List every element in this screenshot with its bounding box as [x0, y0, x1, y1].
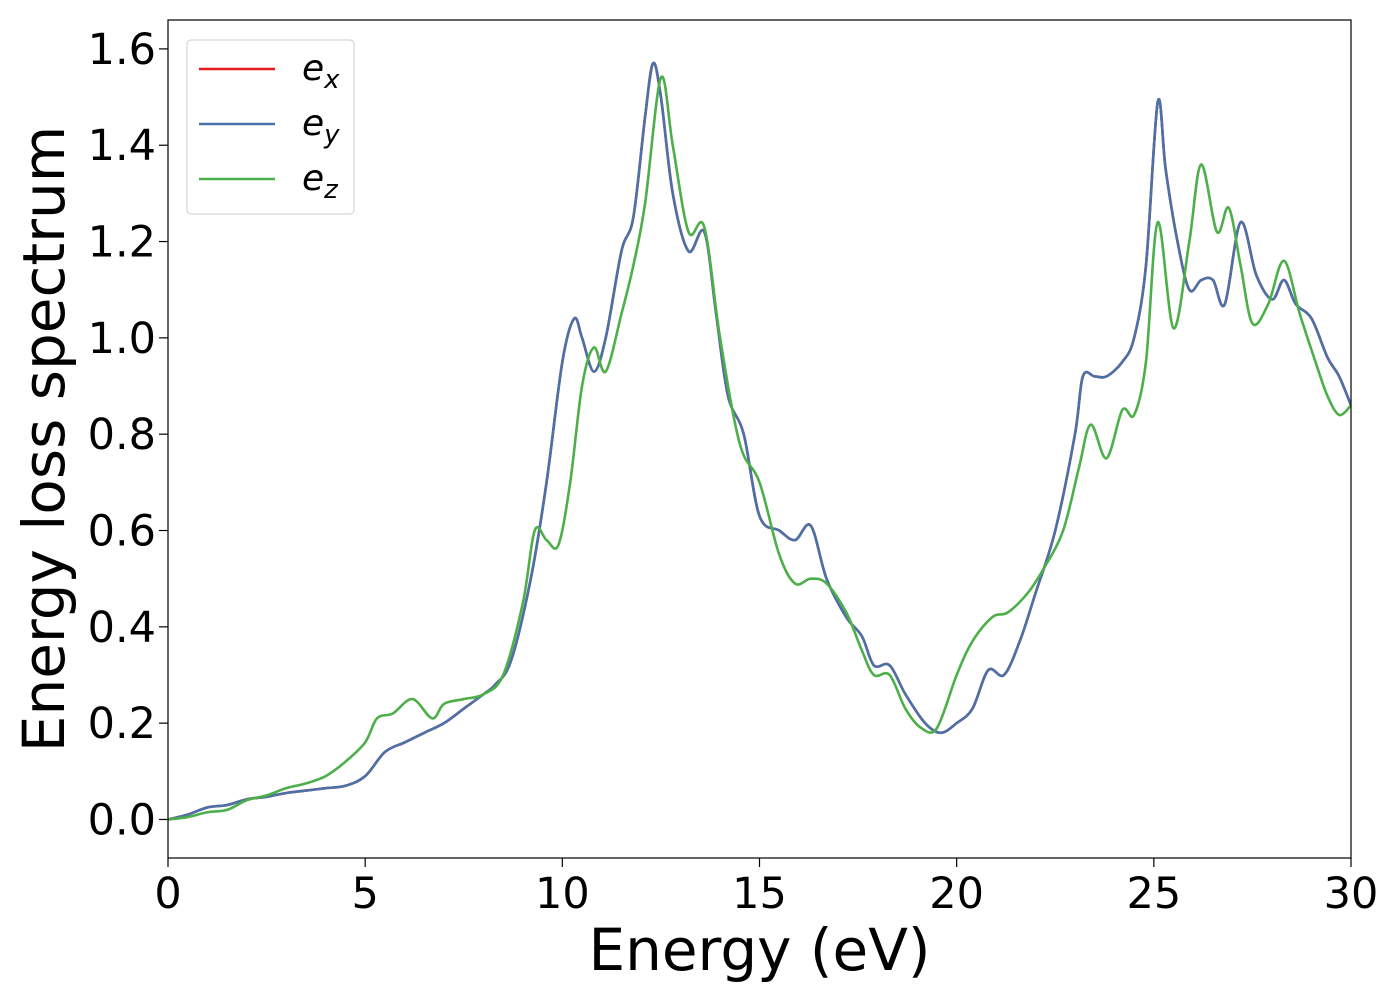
- x-axis-ticks: 0 5 10 15 20 25 30: [154, 858, 1378, 919]
- y-tick-label: 0.0: [88, 795, 156, 845]
- y-tick-label: 1.2: [88, 218, 156, 268]
- y-tick-label: 1.6: [88, 25, 156, 75]
- y-tick-label: 0.4: [88, 603, 156, 653]
- legend-box: [186, 39, 355, 215]
- series-layer: [168, 61, 1351, 821]
- x-axis-label: Energy (eV): [588, 916, 930, 984]
- x-tick-label: 25: [1126, 869, 1181, 919]
- y-tick-label: 0.2: [88, 699, 156, 749]
- x-tick-label: 20: [929, 869, 984, 919]
- legend-label-z: ez: [302, 158, 339, 205]
- x-tick-label: 30: [1324, 869, 1379, 919]
- legend: ex ey ez: [186, 39, 355, 215]
- y-tick-label: 0.6: [88, 507, 156, 557]
- legend-label-y: ey: [302, 103, 340, 150]
- series-line-y: [168, 61, 1351, 821]
- series-line-z: [168, 75, 1351, 821]
- y-tick-label: 1.0: [88, 314, 156, 364]
- y-tick-label: 1.4: [88, 121, 156, 171]
- y-axis-label: Energy loss spectrum: [10, 126, 78, 752]
- legend-label-x: ex: [302, 48, 340, 95]
- y-axis-ticks: 0.0 0.2 0.4 0.6 0.8 1.0 1.2 1.4 1.6: [88, 25, 168, 845]
- y-tick-label: 0.8: [88, 410, 156, 460]
- x-tick-label: 5: [351, 869, 378, 919]
- x-tick-label: 10: [535, 869, 590, 919]
- x-tick-label: 15: [732, 869, 787, 919]
- x-tick-label: 0: [154, 869, 181, 919]
